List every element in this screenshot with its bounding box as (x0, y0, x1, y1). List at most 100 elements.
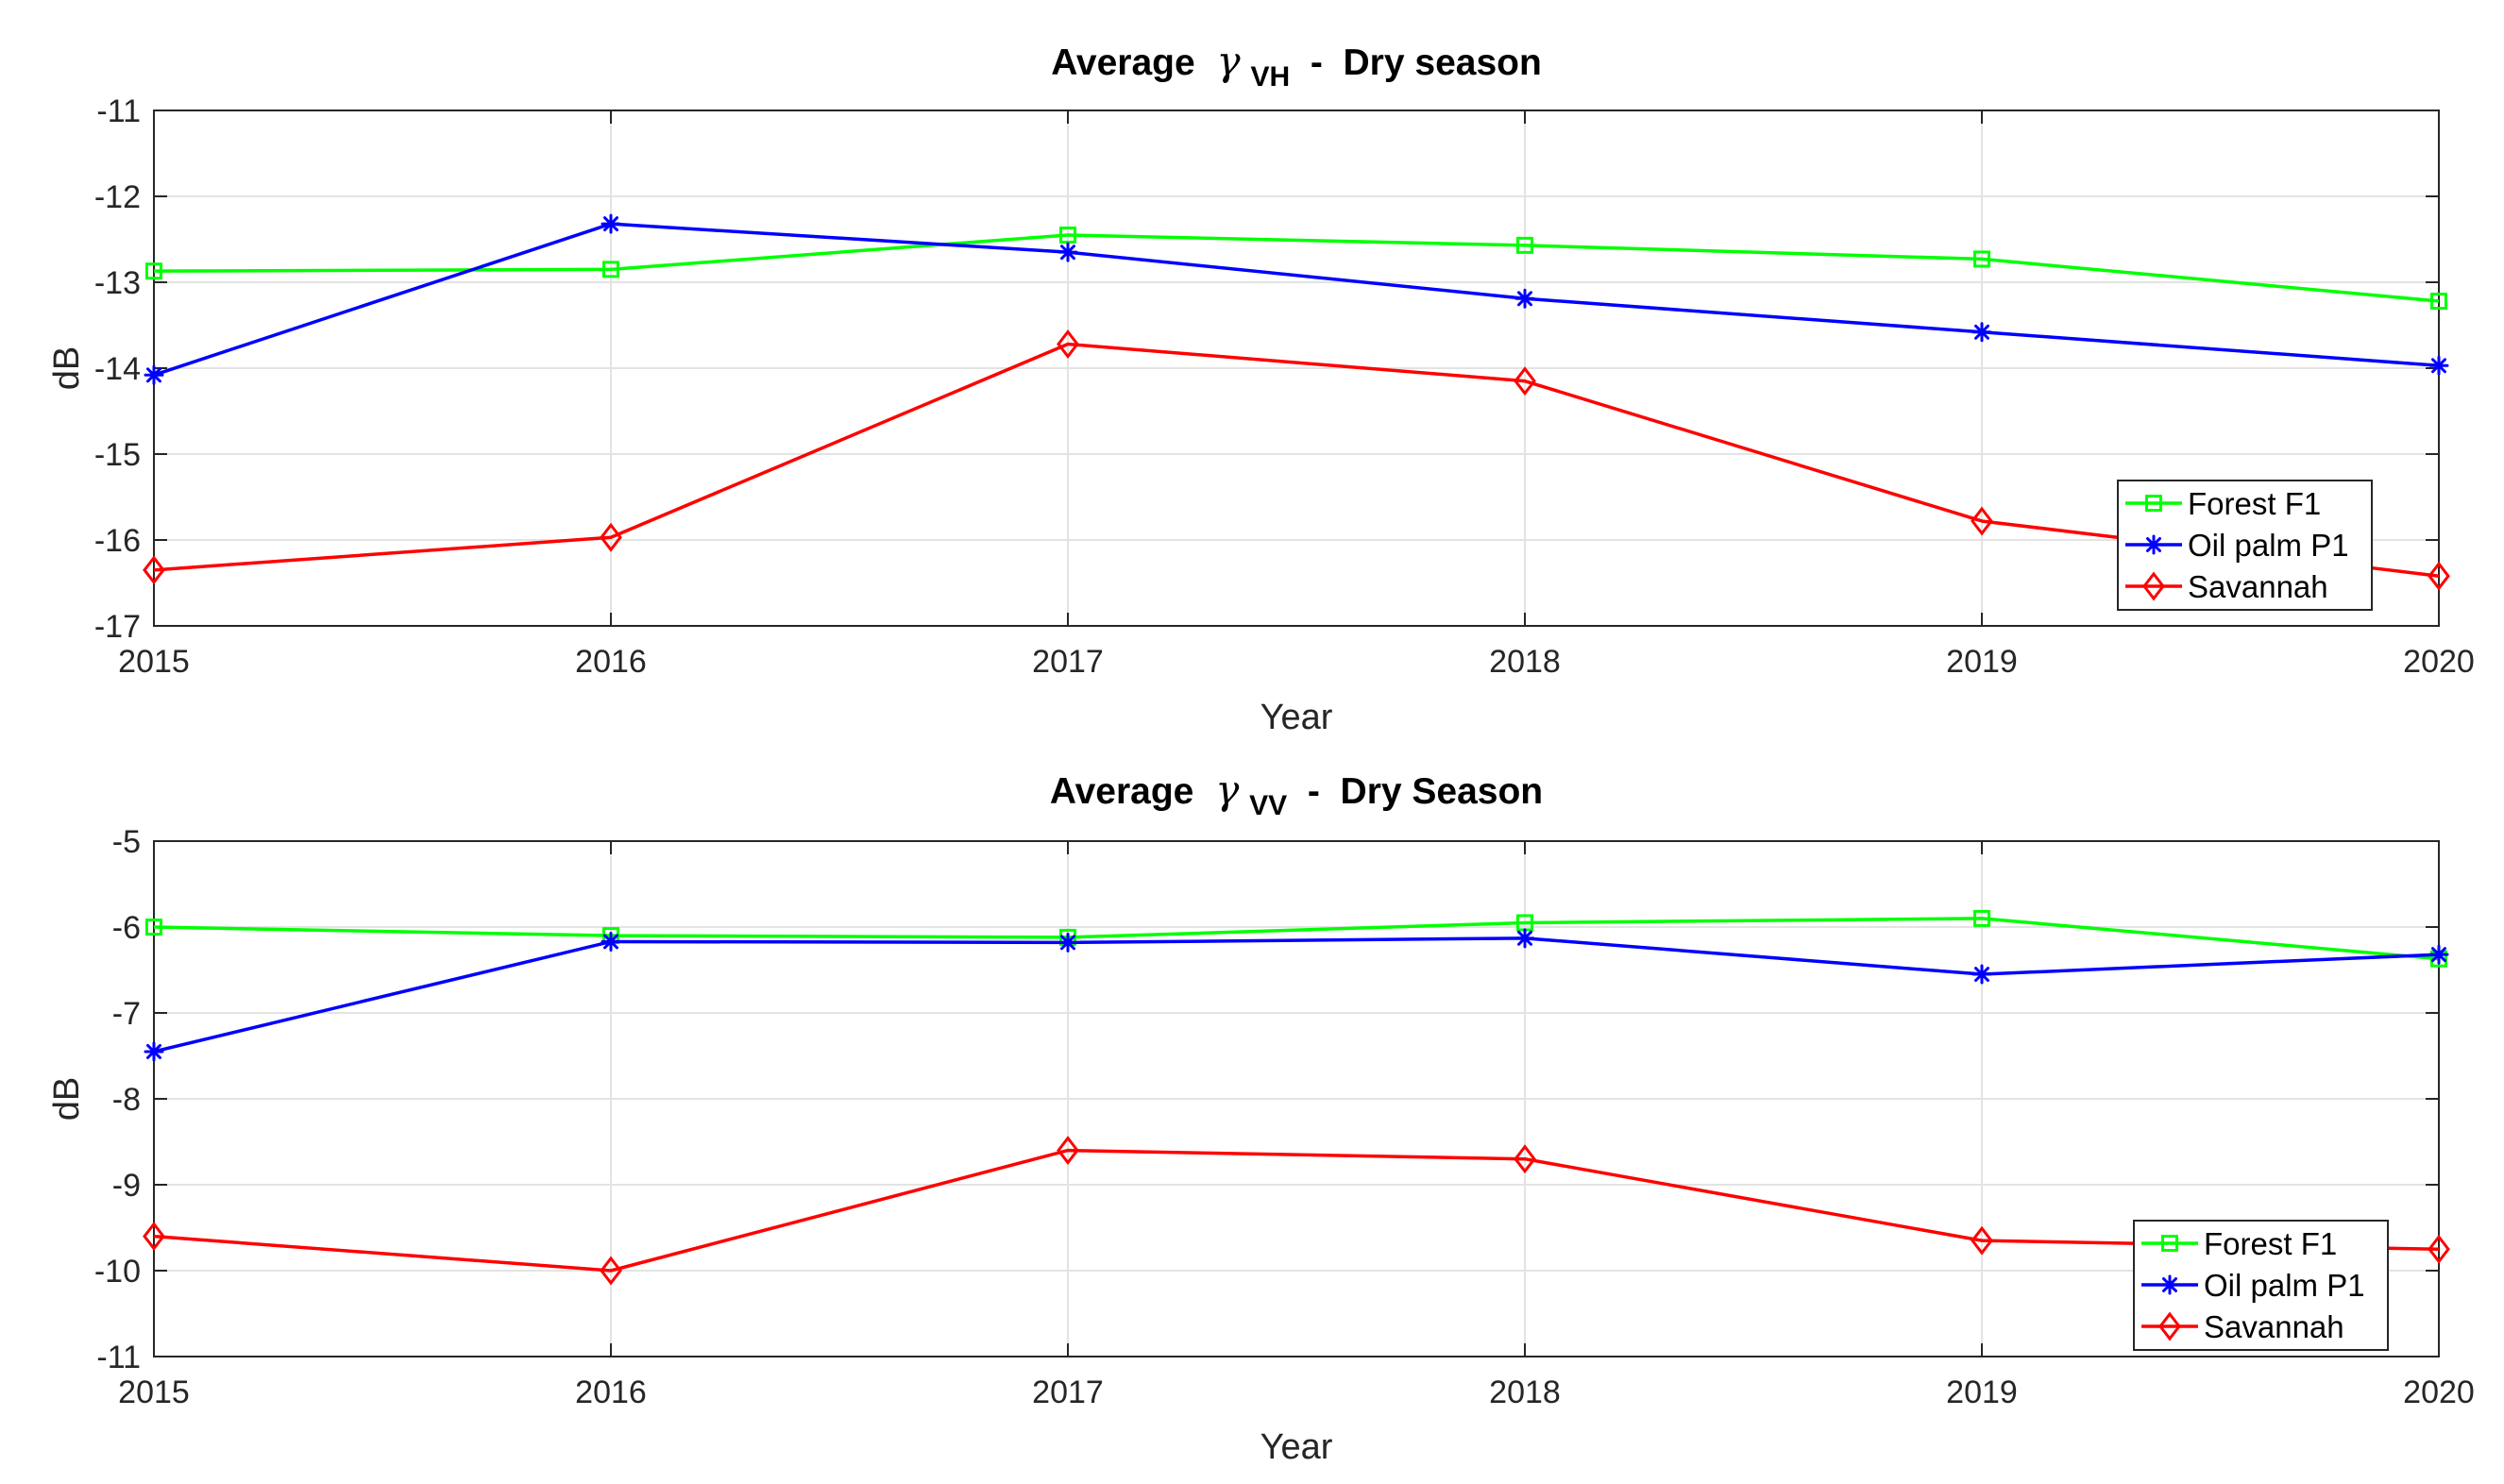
y-tick-label: -15 (94, 437, 141, 473)
y-tick-label: -9 (112, 1168, 141, 1204)
x-tick-label: 2015 (118, 1374, 190, 1410)
y-axis-label: dB (47, 1077, 87, 1121)
x-tick-label: 2016 (575, 1374, 647, 1410)
legend-entry-savannah: Savannah (2141, 1309, 2344, 1344)
data-point-forest-f1 (602, 261, 619, 278)
data-point-forest-f1 (1973, 909, 1990, 927)
data-point-forest-f1 (1059, 226, 1076, 244)
legend-sample-savannah (2125, 571, 2182, 601)
data-point-savannah (1514, 1144, 1536, 1174)
data-point-savannah (143, 1222, 165, 1252)
grid (153, 840, 2440, 1358)
data-point-oil-palm-p1 (1514, 288, 1535, 309)
x-tick-labels: 2015 2016 2017 2018 2019 2020 (118, 110, 2475, 680)
chart-vh-dry-season: Average γ VH - Dry season -11-12-13-14-1… (47, 38, 2475, 737)
legend-label-oil-palm: Oil palm P1 (2188, 528, 2349, 563)
x-axis-label: Year (1260, 1427, 1333, 1467)
data-point-oil-palm-p1 (2428, 944, 2449, 965)
data-point-oil-palm-p1 (1514, 928, 1535, 949)
series-line-savannah (153, 342, 2440, 578)
legend-sample-oil-palm (2125, 534, 2182, 555)
data-point-oil-palm-p1 (2428, 355, 2449, 376)
legend-sample-forest (2125, 495, 2182, 512)
data-point-oil-palm-p1 (1057, 932, 1078, 953)
x-tick-label: 2020 (2403, 1374, 2475, 1410)
y-tick-label: -17 (94, 609, 141, 645)
data-point-forest-f1 (1516, 236, 1533, 254)
legend: Forest F1 Oil palm P1 Savannah (2133, 1220, 2389, 1351)
series-savannah (143, 329, 2450, 591)
legend-marker (2142, 571, 2165, 601)
data-point-savannah (1971, 1225, 1993, 1256)
legend-marker (2143, 534, 2164, 555)
data-point-savannah (2428, 1234, 2450, 1264)
title-suffix: - Dry season (1300, 42, 1542, 83)
data-point-forest-f1 (145, 262, 162, 280)
legend-entry-oil-palm: Oil palm P1 (2141, 1268, 2365, 1303)
y-tick-label: -10 (94, 1254, 141, 1290)
data-point-savannah (1514, 366, 1536, 396)
chart-title: Average γ VV - Dry Season (1050, 767, 1543, 823)
y-tick-label: -5 (112, 824, 141, 860)
series-layer (143, 213, 2450, 591)
title-subscript: VH (1250, 61, 1290, 93)
x-tick-label: 2017 (1032, 644, 1104, 680)
legend-label-oil-palm: Oil palm P1 (2204, 1268, 2365, 1303)
title-prefix: Average (1051, 42, 1194, 83)
data-point-savannah (1057, 329, 1079, 359)
data-point-savannah (143, 555, 165, 585)
x-tick-label: 2017 (1032, 1374, 1104, 1410)
series-oil-palm-p1 (144, 213, 2449, 385)
legend-entry-forest: Forest F1 (2141, 1226, 2337, 1261)
series-line-savannah (153, 1148, 2440, 1273)
series-oil-palm-p1 (144, 928, 2449, 1062)
series-line-oil-palm-p1 (153, 222, 2440, 377)
title-symbol: γ (1217, 38, 1242, 84)
y-tick-label: -13 (94, 265, 141, 301)
title-suffix: - Dry Season (1297, 771, 1543, 812)
data-point-savannah (600, 1256, 622, 1286)
x-tick-label: 2019 (1946, 1374, 2018, 1410)
data-point-savannah (600, 522, 622, 552)
y-axis-label: dB (47, 346, 87, 390)
legend-entry-oil-palm: Oil palm P1 (2125, 528, 2349, 563)
legend-sample-forest (2141, 1235, 2198, 1252)
data-point-oil-palm-p1 (601, 213, 621, 234)
x-tick-labels: 2015 2016 2017 2018 2019 2020 (118, 841, 2475, 1410)
data-point-savannah (1971, 506, 1993, 536)
data-point-oil-palm-p1 (144, 364, 164, 385)
series-line-forest-f1 (153, 233, 2440, 303)
x-axis-label: Year (1260, 698, 1333, 737)
data-point-oil-palm-p1 (1057, 242, 1078, 262)
title-subscript: VV (1249, 790, 1287, 821)
legend-sample-savannah (2141, 1311, 2198, 1341)
series-forest-f1 (145, 909, 2447, 968)
y-tick-label: -14 (94, 351, 141, 387)
legend: Forest F1 Oil palm P1 Savannah (2117, 480, 2373, 611)
x-tick-label: 2018 (1489, 644, 1561, 680)
y-tick-label: -6 (112, 910, 141, 946)
legend-label-forest: Forest F1 (2204, 1226, 2337, 1261)
x-tick-label: 2016 (575, 644, 647, 680)
title-symbol: γ (1215, 767, 1240, 813)
title-prefix: Average (1050, 771, 1193, 812)
legend-label-savannah: Savannah (2204, 1309, 2344, 1344)
data-point-oil-palm-p1 (1971, 322, 1992, 343)
data-point-forest-f1 (2430, 293, 2447, 311)
series-layer (143, 909, 2450, 1286)
data-point-oil-palm-p1 (144, 1041, 164, 1062)
series-line-forest-f1 (153, 917, 2440, 961)
x-tick-label: 2018 (1489, 1374, 1561, 1410)
chart-vv-dry-season: Average γ VV - Dry Season -5-6-7-8-9-10-… (47, 767, 2475, 1467)
legend-sample-oil-palm (2141, 1274, 2198, 1295)
legend-entry-forest: Forest F1 (2125, 486, 2321, 521)
legend-marker (2159, 1274, 2180, 1295)
y-tick-label: -12 (94, 179, 141, 215)
data-point-forest-f1 (145, 919, 162, 936)
y-tick-labels: -11 -12 -13 -14 -15 -16 -17 (94, 93, 2439, 645)
data-point-forest-f1 (1973, 250, 1990, 268)
series-line-oil-palm-p1 (153, 936, 2440, 1054)
x-tick-label: 2019 (1946, 644, 2018, 680)
x-tick-label: 2015 (118, 644, 190, 680)
